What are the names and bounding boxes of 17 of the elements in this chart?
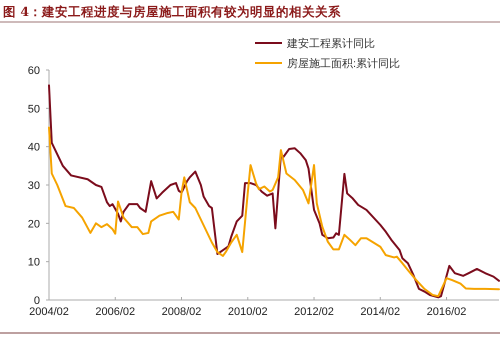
x-tick-label: 2016/02 <box>426 306 466 318</box>
x-tick-label: 2008/02 <box>162 306 202 318</box>
y-tick-label: 40 <box>28 142 40 154</box>
y-tick-label: 10 <box>28 256 40 269</box>
legend-label: 房屋施工面积:累计同比 <box>287 57 400 70</box>
x-tick-label: 2006/02 <box>95 306 136 318</box>
x-tick-label: 2014/02 <box>360 306 400 318</box>
y-tick-label: 50 <box>28 103 40 116</box>
y-tick-label: 60 <box>28 65 40 77</box>
y-tick-label: 0 <box>34 295 40 307</box>
chart-title: 图 4：建安工程进度与房屋施工面积有较为明显的相关关系 <box>3 4 342 19</box>
x-tick-label: 2012/02 <box>294 306 334 318</box>
x-tick-label: 2010/02 <box>228 306 268 318</box>
legend-label: 建安工程累计同比 <box>286 37 375 50</box>
x-tick-label: 2004/02 <box>29 306 69 318</box>
y-tick-label: 20 <box>28 218 40 230</box>
y-tick-label: 30 <box>28 180 40 192</box>
